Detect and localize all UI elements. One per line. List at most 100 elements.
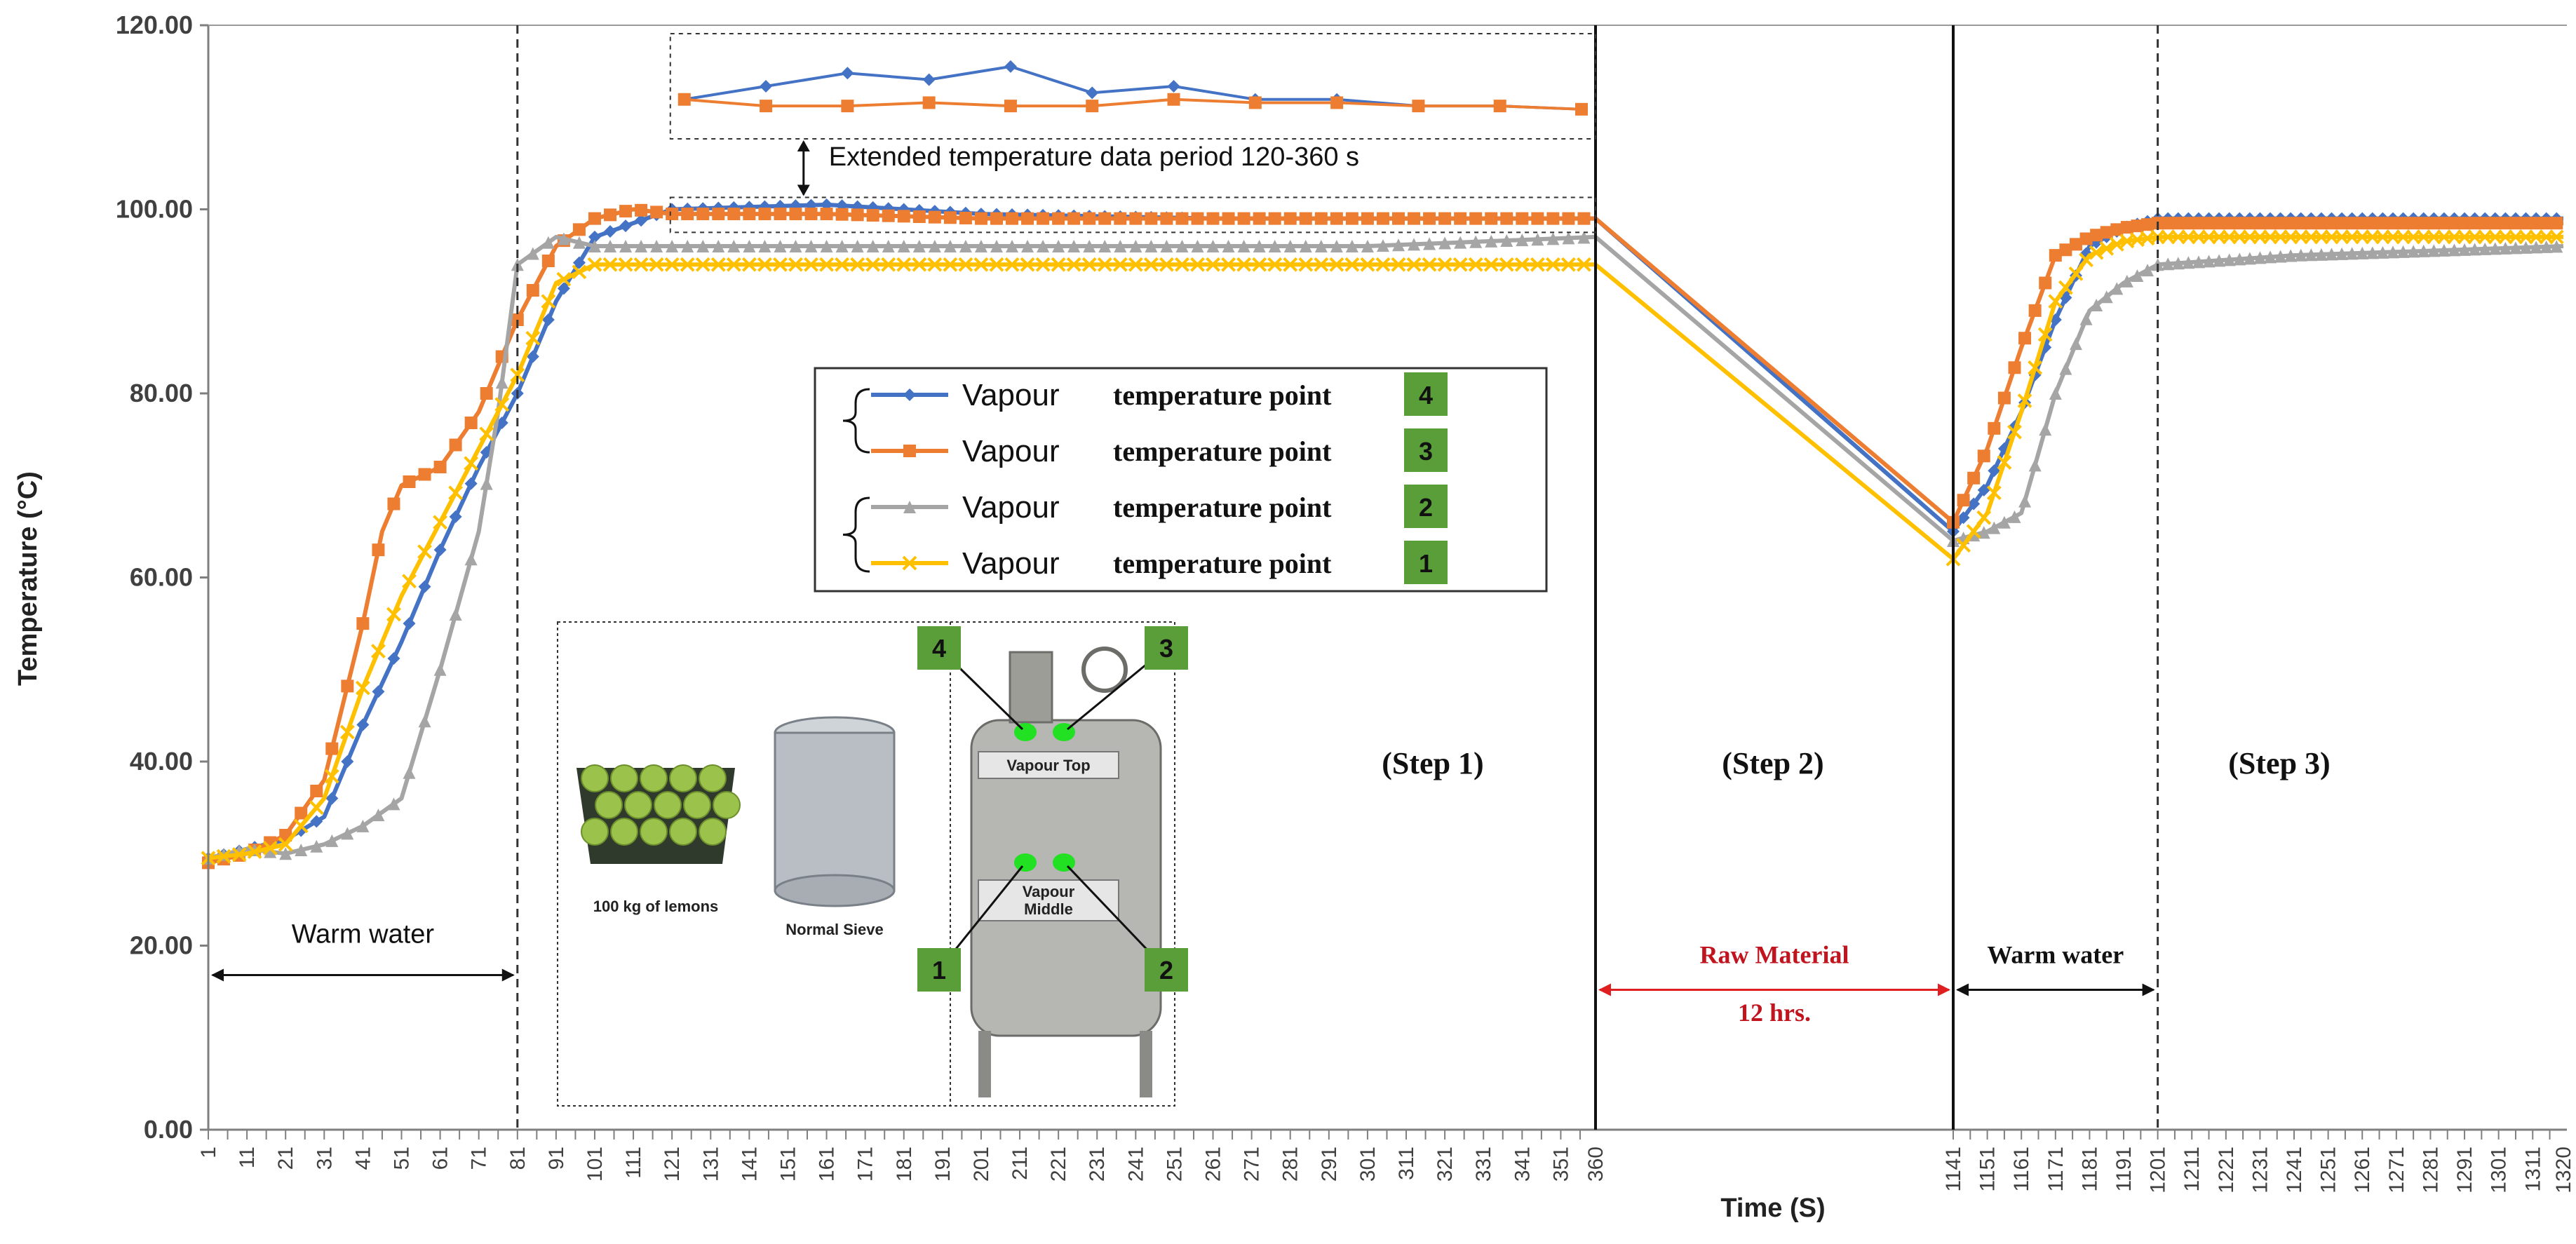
data-point [1112, 257, 1128, 272]
data-point [557, 232, 570, 245]
data-point [897, 210, 910, 223]
data-point [757, 257, 772, 272]
data-point [2079, 252, 2093, 268]
x-tick-label: 161 [816, 1147, 839, 1182]
arrow-head [211, 968, 224, 982]
inset-point [1493, 100, 1506, 113]
data-point [2182, 217, 2195, 230]
data-point [788, 257, 803, 272]
data-point [2345, 247, 2359, 260]
data-point [1129, 212, 1142, 225]
data-point [1253, 212, 1266, 225]
legend-swatch-marker [902, 555, 917, 571]
data-point [1546, 232, 1560, 245]
vessel-leg [978, 1031, 991, 1097]
x-tick-label: 221 [1047, 1147, 1070, 1182]
data-point [495, 376, 508, 389]
data-point [635, 240, 648, 252]
data-point [262, 840, 278, 856]
data-point [541, 236, 555, 249]
x-tick-label: 1271 [2385, 1147, 2408, 1194]
data-point [403, 766, 416, 779]
data-point [1997, 515, 2011, 529]
sensor-dot [1014, 853, 1037, 872]
x-tick-label: 151 [776, 1147, 800, 1182]
lemon [581, 764, 609, 792]
data-point [2499, 217, 2512, 230]
data-point [1236, 257, 1252, 272]
data-point [510, 367, 525, 383]
legend-text: temperature point [1113, 435, 1332, 467]
x-tick-label: 1 [197, 1147, 220, 1158]
data-point [2171, 257, 2185, 270]
legend-swatch-marker [903, 501, 916, 513]
x-tick-label: 121 [661, 1147, 684, 1182]
data-point [2284, 217, 2298, 230]
data-point [1314, 212, 1328, 225]
data-point [1175, 212, 1189, 225]
data-point [1067, 212, 1081, 225]
data-point [804, 208, 818, 221]
data-point [712, 240, 725, 252]
data-point [387, 797, 400, 811]
x-tick-label: 131 [699, 1147, 722, 1182]
series-2 [202, 231, 2564, 865]
data-point [1577, 257, 1591, 272]
data-point [2366, 246, 2379, 259]
data-point [2079, 312, 2093, 325]
inset-box [669, 33, 1597, 140]
data-point [2427, 217, 2441, 230]
data-point [1237, 240, 1250, 252]
data-point [650, 240, 663, 252]
inset-point [1004, 60, 1017, 73]
data-point [696, 240, 710, 252]
data-point [1423, 212, 1436, 225]
sieve-label: Normal Sieve [785, 921, 883, 938]
arrow-head [1938, 983, 1950, 996]
data-point [1298, 257, 1314, 272]
step2-label: (Step 2) [1722, 746, 1823, 780]
data-point [835, 240, 849, 252]
data-point [433, 543, 447, 557]
x-tick-label: 1201 [2147, 1147, 2170, 1194]
data-point [1452, 257, 1468, 272]
x-tick-label: 1161 [2010, 1147, 2033, 1192]
data-point [943, 240, 957, 252]
data-point [1143, 257, 1159, 272]
data-point [1283, 240, 1297, 252]
data-point [526, 350, 539, 363]
data-point [588, 230, 601, 243]
legend-text: temperature point [1113, 548, 1332, 579]
data-point [912, 210, 926, 223]
data-point [2141, 218, 2154, 231]
data-point [696, 208, 710, 221]
data-point [1006, 212, 1019, 225]
data-point [417, 544, 432, 560]
lemon [640, 764, 668, 792]
sensor-badge-number: 3 [1159, 634, 1173, 663]
data-point [2294, 248, 2307, 262]
data-point [604, 225, 617, 238]
raw-material-label: Raw Material [1700, 940, 1849, 968]
x-tick-label: 1231 [2248, 1147, 2272, 1194]
data-point [990, 212, 1003, 225]
data-point [758, 240, 771, 252]
lemon [581, 818, 609, 846]
data-point [2131, 219, 2144, 233]
data-point [1004, 257, 1020, 272]
x-tick-label: 1320 [2552, 1147, 2575, 1194]
data-point [2192, 217, 2205, 230]
data-point [1160, 240, 1173, 252]
data-point [1986, 485, 2002, 501]
x-tick-label: 91 [545, 1147, 568, 1170]
data-point [2028, 459, 2042, 472]
vapour-middle-label: Middle [1024, 900, 1073, 918]
data-point [2068, 266, 2084, 281]
vapour-top-label: Vapour Top [1006, 757, 1090, 774]
data-point [2243, 217, 2256, 230]
data-point [1408, 238, 1421, 251]
data-point [1546, 212, 1560, 225]
data-point [1221, 257, 1236, 272]
data-point [912, 257, 927, 272]
data-point [2109, 236, 2124, 252]
